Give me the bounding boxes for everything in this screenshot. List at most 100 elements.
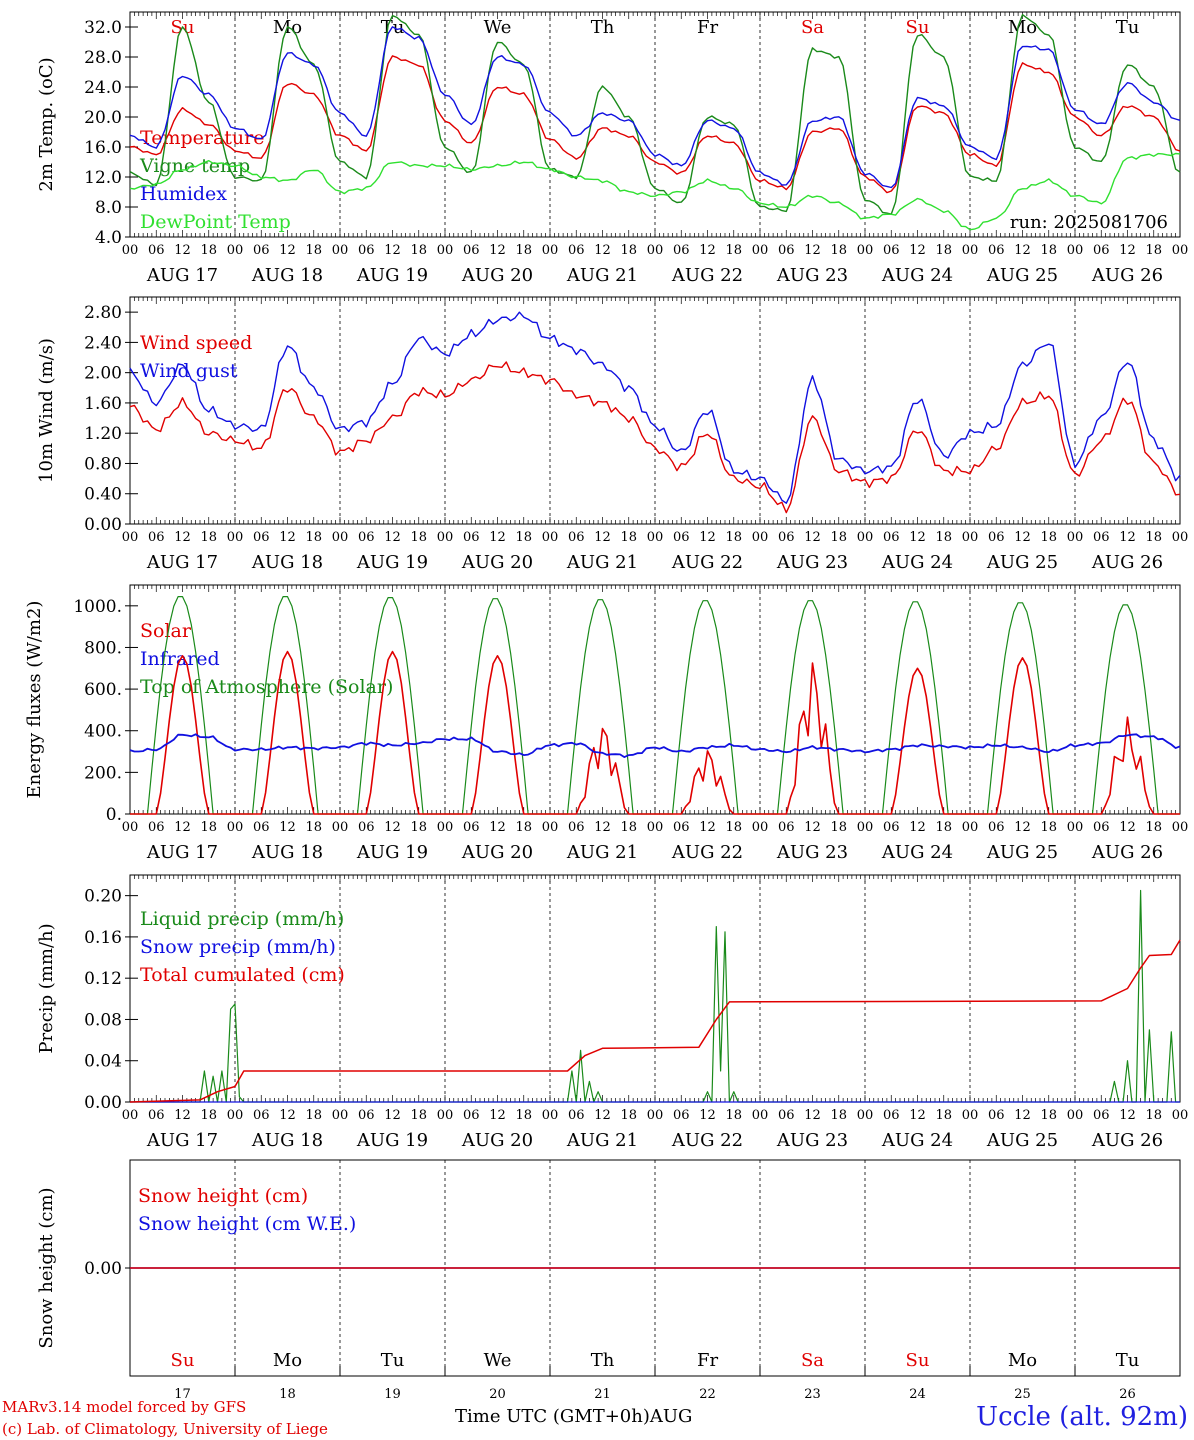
hour-tick-label: 00: [857, 530, 874, 545]
plot-frame: [129, 11, 1181, 238]
hour-tick-label: 06: [883, 243, 900, 258]
hour-tick-label: 06: [883, 820, 900, 835]
date-label: AUG 23: [776, 552, 848, 573]
hour-tick-label: 06: [1093, 530, 1110, 545]
series-vigne-temp: [129, 13, 1181, 215]
day-number-label: 22: [699, 1387, 716, 1402]
x-axis-month: AUG: [649, 1406, 693, 1427]
weekday-label: Su: [906, 17, 930, 38]
weekday-label: Tu: [381, 1350, 405, 1371]
legend-dewpoint-temp: DewPoint Temp: [140, 211, 291, 233]
hour-tick-label: 12: [804, 820, 821, 835]
hour-tick-label: 12: [1119, 1108, 1136, 1123]
hour-tick-label: 18: [830, 820, 847, 835]
date-label: AUG 25: [986, 1130, 1058, 1151]
hour-tick-label: 00: [542, 243, 559, 258]
hour-tick-label: 18: [200, 243, 217, 258]
hour-tick-label: 00: [1067, 530, 1084, 545]
y-tick-label: 0.20: [84, 887, 122, 907]
hour-tick-label: 06: [253, 243, 270, 258]
hour-tick-label: 06: [463, 1108, 480, 1123]
hour-tick-label: 18: [515, 243, 532, 258]
hour-tick-label: 00: [752, 1108, 769, 1123]
legend-wind-gust: Wind gust: [140, 360, 238, 382]
hour-tick-label: 00: [227, 820, 244, 835]
hour-tick-label: 06: [673, 243, 690, 258]
hour-tick-label: 00: [857, 243, 874, 258]
y-tick-label: 32.0: [84, 18, 122, 38]
hour-tick-label: 12: [699, 820, 716, 835]
y-tick-label: 0.40: [84, 485, 122, 505]
y-tick-label: 800.: [84, 638, 122, 658]
hour-tick-label: 00: [1067, 820, 1084, 835]
hour-tick-label: 18: [1040, 530, 1057, 545]
hour-tick-label: 18: [620, 820, 637, 835]
hour-tick-label: 18: [830, 1108, 847, 1123]
day-number-label: 18: [279, 1387, 296, 1402]
y-tick-label: 2.00: [84, 364, 122, 384]
x-axis-title: Time UTC (GMT+0h)AUG: [455, 1406, 692, 1427]
y-tick-label: 0.: [106, 805, 122, 825]
hour-tick-label: 06: [358, 820, 375, 835]
weekday-label: Mo: [273, 1350, 302, 1371]
hour-tick-label: 12: [279, 530, 296, 545]
y-tick-label: 1.60: [84, 394, 122, 414]
y-axis-label: Precip (mm/h): [36, 923, 57, 1053]
hour-tick-label: 18: [200, 530, 217, 545]
y-tick-label: 600.: [84, 680, 122, 700]
hour-tick-label: 12: [489, 1108, 506, 1123]
y-tick-label: 4.0: [95, 228, 122, 248]
hour-tick-label: 12: [594, 820, 611, 835]
hour-tick-label: 12: [909, 243, 926, 258]
hour-tick-label: 12: [594, 530, 611, 545]
series-solar: [130, 650, 1180, 815]
hour-tick-label: 06: [883, 1108, 900, 1123]
y-axis-label: Energy fluxes (W/m2): [24, 601, 45, 799]
weekday-label: Tu: [1116, 1350, 1140, 1371]
hour-tick-label: 00: [122, 530, 139, 545]
hour-tick-label: 18: [830, 530, 847, 545]
y-tick-label: 400.: [84, 722, 122, 742]
hour-tick-label: 06: [1093, 1108, 1110, 1123]
hour-tick-label: 12: [1014, 530, 1031, 545]
hour-tick-label: 06: [358, 1108, 375, 1123]
hour-tick-label: 06: [988, 243, 1005, 258]
hour-tick-label: 18: [305, 1108, 322, 1123]
hour-tick-label: 06: [148, 1108, 165, 1123]
hour-tick-label: 00: [332, 530, 349, 545]
hour-tick-label: 00: [1172, 243, 1189, 258]
hour-tick-label: 12: [489, 820, 506, 835]
date-label: AUG 17: [146, 842, 218, 863]
date-label: AUG 22: [671, 265, 743, 286]
hour-tick-label: 12: [909, 1108, 926, 1123]
y-tick-label: 2.40: [84, 333, 122, 353]
hour-tick-label: 00: [332, 820, 349, 835]
hour-tick-label: 06: [358, 243, 375, 258]
date-label: AUG 23: [776, 1130, 848, 1151]
hour-tick-label: 00: [332, 243, 349, 258]
hour-tick-label: 12: [1119, 530, 1136, 545]
hour-tick-label: 12: [174, 530, 191, 545]
hour-tick-label: 00: [437, 243, 454, 258]
date-label: AUG 24: [881, 265, 953, 286]
date-label: AUG 26: [1091, 265, 1163, 286]
date-label: AUG 22: [671, 1130, 743, 1151]
hour-tick-label: 18: [1145, 243, 1162, 258]
legend-wind-speed: Wind speed: [140, 332, 252, 354]
hour-tick-label: 06: [1093, 243, 1110, 258]
legend-snow-precip-mm-h-: Snow precip (mm/h): [140, 936, 336, 958]
hour-tick-label: 18: [1040, 1108, 1057, 1123]
date-label: AUG 24: [881, 842, 953, 863]
hour-tick-label: 12: [384, 1108, 401, 1123]
y-tick-label: 0.08: [84, 1010, 122, 1030]
hour-tick-label: 06: [1093, 820, 1110, 835]
date-label: AUG 22: [671, 842, 743, 863]
series-temperature: [129, 55, 1181, 194]
hour-tick-label: 06: [253, 530, 270, 545]
legend-humidex: Humidex: [140, 183, 227, 205]
hour-tick-label: 00: [437, 820, 454, 835]
hour-tick-label: 18: [410, 1108, 427, 1123]
date-label: AUG 21: [566, 265, 638, 286]
hour-tick-label: 12: [699, 530, 716, 545]
hour-tick-label: 00: [647, 820, 664, 835]
